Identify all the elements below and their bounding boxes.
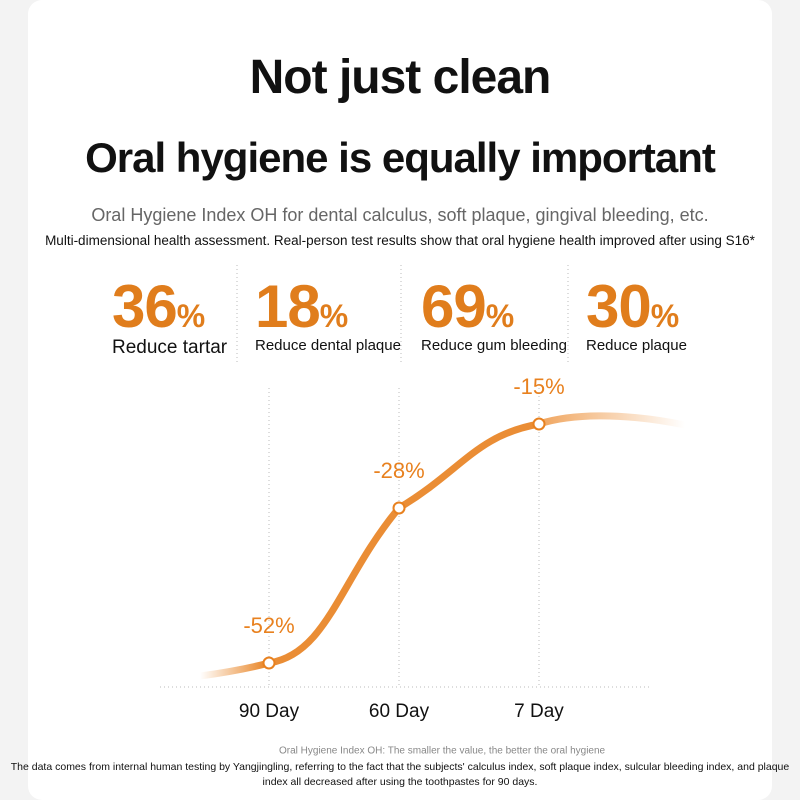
x-tick-label: 60 Day bbox=[369, 701, 430, 722]
stat-label: Reduce dental plaque bbox=[255, 337, 401, 354]
stat: 18% Reduce dental plaque bbox=[255, 272, 401, 354]
point bbox=[532, 417, 546, 431]
stat-number: 69 bbox=[421, 273, 487, 340]
point bbox=[392, 501, 406, 515]
curve-tail bbox=[196, 659, 273, 680]
stat-label: Reduce plaque bbox=[586, 337, 687, 354]
title: Not just clean bbox=[249, 51, 552, 104]
stat-unit: % bbox=[485, 298, 515, 334]
point bbox=[262, 656, 276, 670]
data-label: -28% bbox=[373, 458, 424, 483]
stat-label: Reduce tartar bbox=[112, 337, 228, 358]
data-label: -15% bbox=[513, 374, 564, 399]
stat-unit: % bbox=[650, 298, 680, 334]
curve-tail bbox=[537, 412, 686, 429]
footer: The data comes from internal human testi… bbox=[10, 761, 790, 788]
stat-unit: % bbox=[319, 298, 349, 334]
x-tick-label: 90 Day bbox=[239, 701, 300, 722]
stat-unit: % bbox=[176, 298, 206, 334]
note: Multi-dimensional health assessment. Rea… bbox=[45, 233, 755, 248]
legend-label: Oral Hygiene Index OH: The smaller the v… bbox=[279, 746, 606, 757]
stat-label: Reduce gum bleeding bbox=[421, 337, 567, 354]
stat: 36% Reduce tartar bbox=[112, 272, 227, 359]
stat-number: 36 bbox=[112, 273, 178, 340]
x-tick-label: 7 Day bbox=[514, 701, 564, 722]
stat-number: 30 bbox=[586, 273, 652, 340]
stat: 69% Reduce gum bleeding bbox=[421, 272, 567, 354]
stat-number: 18 bbox=[255, 273, 321, 340]
subtitle: Oral hygiene is equally important bbox=[85, 134, 716, 181]
card bbox=[28, 0, 772, 800]
description: Oral Hygiene Index OH for dental calculu… bbox=[91, 205, 709, 225]
stat: 30% Reduce plaque bbox=[586, 272, 687, 354]
separators bbox=[160, 265, 652, 688]
data-label: -52% bbox=[243, 613, 294, 638]
